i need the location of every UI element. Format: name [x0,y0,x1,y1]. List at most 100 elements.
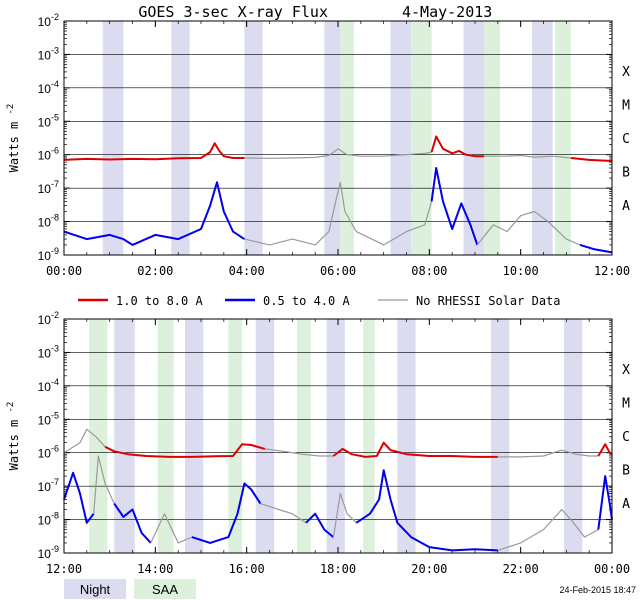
x-tick-label: 02:00 [137,264,173,278]
series-line [260,503,307,524]
saa-band [554,21,571,255]
flare-class-label: M [622,99,630,114]
y-tick-label: 10-6 [38,444,59,461]
series-line [63,428,106,454]
x-tick-label: 16:00 [229,562,265,576]
plot-frame [63,20,613,256]
saa-band [340,21,354,255]
night-band [463,21,485,255]
legend-label: 0.5 to 4.0 A [263,294,350,308]
chart-date: 4-May-2013 [402,3,492,21]
series-line [93,455,115,514]
series-line [264,448,334,457]
night-band [102,21,124,255]
flare-class-label: M [622,397,630,412]
flare-class-label: B [622,165,630,180]
x-tick-label: 14:00 [137,562,173,576]
saa-band [296,319,311,553]
x-tick-label: 06:00 [320,264,356,278]
y-tick-label: 10-7 [38,179,59,196]
series-line [244,148,432,159]
x-tick-label: 04:00 [229,264,265,278]
night-band [490,319,510,553]
night-band [114,319,135,553]
flare-class-label: X [622,65,630,80]
night-band [171,21,190,255]
night-band [397,319,416,553]
series-line [305,512,335,538]
plot-frame [63,318,613,554]
saa-band [157,319,174,553]
flare-class-label: A [622,497,630,512]
night-band [324,21,341,255]
y-axis-label: Watts m -2 [6,104,21,173]
y-tick-label: 10-2 [38,12,59,29]
series-line [497,508,599,551]
saa-band [484,21,501,255]
series-line [355,469,498,552]
y-tick-label: 10-4 [38,79,59,96]
saa-band [89,319,108,553]
x-tick-label: 00:00 [594,562,630,576]
band-legend-label: SAA [152,582,178,597]
series-line [597,475,613,530]
band-legend-swatch [64,579,126,599]
series-line [191,482,262,544]
series-line [63,142,245,161]
flare-class-label: A [622,199,630,214]
y-axis-label: Watts m -2 [6,402,21,471]
night-band [390,21,412,255]
series-line [430,135,485,158]
saa-band [228,319,243,553]
saa-band [411,21,432,255]
series-line [63,471,95,524]
y-tick-label: 10-5 [38,112,59,129]
night-band [532,21,553,255]
series-line [332,493,357,538]
night-band [185,319,204,553]
y-tick-label: 10-9 [38,246,59,263]
series-line [579,243,613,254]
series-line [113,503,152,544]
series-line [332,441,498,458]
flare-class-label: B [622,463,630,478]
series-line [150,513,193,544]
series-line [484,154,571,159]
band-legend-swatch [134,579,196,599]
x-tick-label: 00:00 [46,264,82,278]
y-tick-label: 10-6 [38,146,59,163]
series-line [63,181,245,246]
series-line [244,181,433,246]
x-tick-label: 18:00 [320,562,356,576]
y-tick-label: 10-8 [38,511,59,528]
panels: 10-9 10-8 10-7 10-6 10-5 10-4 10-3 10-2 00:00 02:… [6,12,630,576]
x-tick-label: 10:00 [503,264,539,278]
y-tick-label: 10-8 [38,213,59,230]
timestamp: 24-Feb-2015 18:47 [559,585,636,595]
night-band [244,21,263,255]
y-tick-label: 10-9 [38,544,59,561]
flare-class-label: C [622,132,630,147]
y-tick-label: 10-7 [38,477,59,494]
y-tick-label: 10-2 [38,310,59,327]
series-line [597,443,613,457]
legend-label: 1.0 to 8.0 A [116,294,203,308]
flare-class-label: X [622,363,630,378]
x-tick-label: 12:00 [594,264,630,278]
x-tick-label: 22:00 [503,562,539,576]
series-line [104,443,266,458]
y-tick-label: 10-4 [38,377,59,394]
night-band [255,319,275,553]
series-line [497,449,599,458]
flare-class-label: C [622,430,630,445]
panel-2: 10-9 10-8 10-7 10-6 10-5 10-4 10-3 10-2 12:00 14:… [6,310,630,576]
series-line [570,157,613,162]
panel-1: 10-9 10-8 10-7 10-6 10-5 10-4 10-3 10-2 00:00 02:… [6,12,630,278]
saa-band [363,319,375,553]
band-legend-label: Night [80,582,111,597]
y-tick-label: 10-3 [38,45,59,62]
y-tick-label: 10-5 [38,410,59,427]
night-band [564,319,583,553]
chart-title: GOES 3-sec X-ray Flux [138,3,328,21]
